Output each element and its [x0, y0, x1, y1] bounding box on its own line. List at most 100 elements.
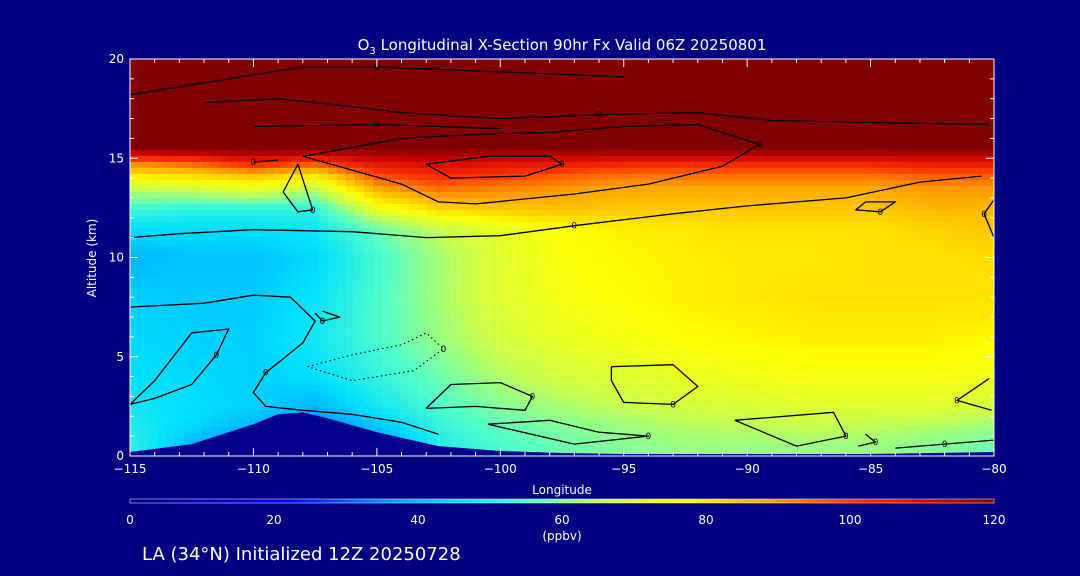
heat-cell [931, 149, 941, 156]
heat-cell [328, 269, 338, 277]
heat-cell [913, 419, 923, 427]
heat-cell [526, 377, 536, 385]
heat-cell [769, 215, 779, 223]
heat-cell [130, 437, 140, 445]
heat-cell [517, 287, 527, 295]
heat-cell [481, 347, 491, 355]
heat-cell [823, 299, 833, 307]
heat-cell [607, 425, 617, 433]
heat-cell [445, 287, 455, 295]
heat-cell [139, 377, 149, 385]
heat-cell [841, 395, 851, 403]
heat-cell [139, 389, 149, 397]
heat-cell [949, 275, 959, 283]
heat-cell [886, 359, 896, 367]
heat-cell [382, 167, 392, 174]
heat-cell [598, 245, 608, 253]
heat-cell [598, 191, 608, 198]
heat-cell [706, 389, 716, 397]
heat-cell [679, 281, 689, 289]
heat-cell [697, 419, 707, 427]
heat-cell [175, 287, 185, 295]
heat-cell [553, 245, 563, 253]
heat-cell [238, 155, 248, 162]
heat-cell [697, 173, 707, 180]
heat-cell [436, 377, 446, 385]
heat-cell [346, 275, 356, 283]
heat-cell [139, 425, 149, 433]
heat-cell [544, 443, 554, 451]
heat-cell [976, 395, 986, 403]
heat-cell [265, 347, 275, 355]
heat-cell [229, 413, 239, 421]
heat-cell [490, 377, 500, 385]
heat-cell [436, 173, 446, 180]
heat-cell [508, 275, 518, 283]
heat-cell [418, 173, 428, 180]
heat-cell [715, 263, 725, 271]
heat-cell [238, 329, 248, 337]
heat-cell [715, 173, 725, 180]
heat-cell [184, 161, 194, 168]
heat-cell [814, 257, 824, 265]
heat-cell [769, 353, 779, 361]
heat-cell [661, 221, 671, 229]
heat-cell [184, 437, 194, 445]
heat-cell [967, 347, 977, 355]
heat-cell [517, 167, 527, 174]
heat-cell [625, 185, 635, 192]
heat-cell [445, 299, 455, 307]
heat-cell [733, 161, 743, 168]
heat-cell [571, 209, 581, 216]
heat-cell [373, 323, 383, 331]
heat-cell [346, 359, 356, 367]
heat-cell [337, 245, 347, 253]
heat-cell [634, 395, 644, 403]
heat-cell [256, 275, 266, 283]
heat-cell [436, 371, 446, 379]
heat-cell [985, 425, 994, 433]
heat-cell [526, 317, 536, 325]
heat-cell [526, 341, 536, 349]
heat-cell [517, 203, 527, 210]
heat-cell [940, 443, 950, 451]
heat-cell [220, 413, 230, 421]
heat-cell [427, 143, 437, 150]
heat-cell [526, 275, 536, 283]
heat-cell [778, 449, 788, 456]
heat-cell [922, 389, 932, 397]
heat-cell [301, 233, 311, 241]
heat-cell [301, 281, 311, 289]
heat-cell [139, 191, 149, 198]
heat-cell [598, 425, 608, 433]
heat-cell [454, 173, 464, 180]
heat-cell [553, 197, 563, 204]
heat-cell [157, 395, 167, 403]
heat-cell [850, 401, 860, 409]
heat-cell [517, 197, 527, 204]
heat-cell [913, 365, 923, 373]
heat-cell [805, 275, 815, 283]
heat-cell [805, 377, 815, 385]
heat-cell [814, 311, 824, 319]
heat-cell [751, 413, 761, 421]
heat-cell [958, 245, 968, 253]
heat-cell [679, 161, 689, 168]
heat-cell [274, 401, 284, 409]
heat-cell [904, 329, 914, 337]
heat-cell [733, 263, 743, 271]
heat-cell [247, 221, 257, 229]
heat-cell [733, 191, 743, 198]
heat-cell [949, 287, 959, 295]
heat-cell [391, 263, 401, 271]
heat-cell [634, 143, 644, 150]
heat-cell [976, 443, 986, 451]
heat-cell [652, 353, 662, 361]
heat-cell [463, 143, 473, 150]
heat-cell [949, 341, 959, 349]
heat-cell [310, 155, 320, 162]
heat-cell [886, 413, 896, 421]
heat-cell [823, 215, 833, 223]
heat-cell [913, 317, 923, 325]
heat-cell [769, 431, 779, 439]
